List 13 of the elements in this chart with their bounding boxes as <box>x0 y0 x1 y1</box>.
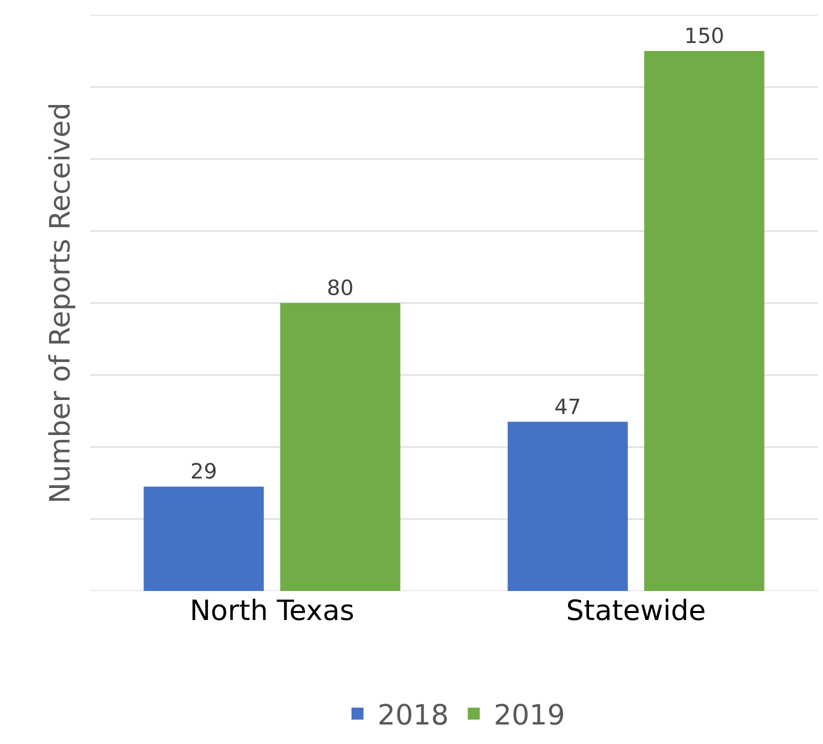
bar <box>280 303 400 591</box>
bar <box>508 422 628 591</box>
data-label: 47 <box>554 394 582 419</box>
x-tick-label: Statewide <box>566 594 706 627</box>
legend-label: 2018 <box>378 698 449 732</box>
bar <box>644 51 764 591</box>
bar <box>144 486 264 591</box>
data-label: 29 <box>190 460 218 484</box>
x-tick-label: North Texas <box>190 594 354 627</box>
data-label: 150 <box>684 24 724 48</box>
legend-label: 2019 <box>494 698 566 732</box>
data-label: 80 <box>326 276 354 300</box>
y-axis-title: Number of Reports Received <box>44 102 77 504</box>
